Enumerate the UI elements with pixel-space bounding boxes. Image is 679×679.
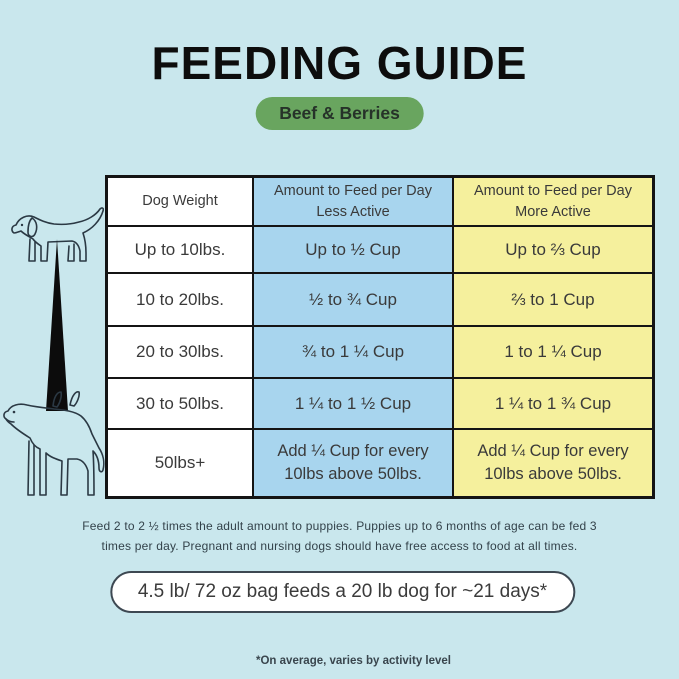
more-active-cell: Up to ⅔ Cup — [454, 227, 652, 272]
more-active-cell: ⅔ to 1 Cup — [454, 274, 652, 325]
weight-cell: 50lbs+ — [108, 430, 252, 496]
table-header-less-active: Amount to Feed per Day Less Active — [254, 178, 452, 225]
asterisk-footnote: *On average, varies by activity level — [256, 655, 451, 667]
flavor-badge: Beef & Berries — [255, 97, 424, 130]
more-active-cell: 1 to 1 ¼ Cup — [454, 327, 652, 377]
less-active-cell: 1 ¼ to 1 ½ Cup — [254, 379, 452, 428]
header-line: More Active — [515, 203, 591, 220]
header-line: Amount to Feed per Day — [474, 183, 632, 200]
weight-cell: Up to 10lbs. — [108, 227, 252, 272]
more-active-cell: Add ¼ Cup for every 10lbs above 50lbs. — [454, 430, 652, 496]
table-header-dog-weight: Dog Weight — [108, 178, 252, 225]
table-header-more-active: Amount to Feed per Day More Active — [454, 178, 652, 225]
bag-yield-note: 4.5 lb/ 72 oz bag feeds a 20 lb dog for … — [109, 571, 576, 613]
less-active-cell: ¾ to 1 ¼ Cup — [254, 327, 452, 377]
triangle-up-icon — [46, 239, 68, 411]
puppy-note-line1: Feed 2 to 2 ½ times the adult amount to … — [82, 519, 597, 533]
great-dane-outline-icon — [3, 391, 105, 496]
puppy-feeding-note: Feed 2 to 2 ½ times the adult amount to … — [0, 516, 679, 557]
page-title: FEEDING GUIDE — [151, 37, 528, 89]
less-active-cell: ½ to ¾ Cup — [254, 274, 452, 325]
less-active-cell: Add ¼ Cup for every 10lbs above 50lbs. — [254, 430, 452, 496]
dachshund-outline-icon — [11, 207, 104, 262]
header-line: Less Active — [316, 203, 390, 220]
less-active-cell: Up to ½ Cup — [254, 227, 452, 272]
feeding-table: Dog Weight Amount to Feed per Day Less A… — [105, 175, 655, 499]
weight-cell: 30 to 50lbs. — [108, 379, 252, 428]
puppy-note-line2: times per day. Pregnant and nursing dogs… — [101, 539, 578, 554]
weight-cell: 20 to 30lbs. — [108, 327, 252, 377]
header-line: Dog Weight — [142, 193, 218, 210]
weight-cell: 10 to 20lbs. — [108, 274, 252, 325]
header-line: Amount to Feed per Day — [274, 183, 432, 200]
more-active-cell: 1 ¼ to 1 ¾ Cup — [454, 379, 652, 428]
